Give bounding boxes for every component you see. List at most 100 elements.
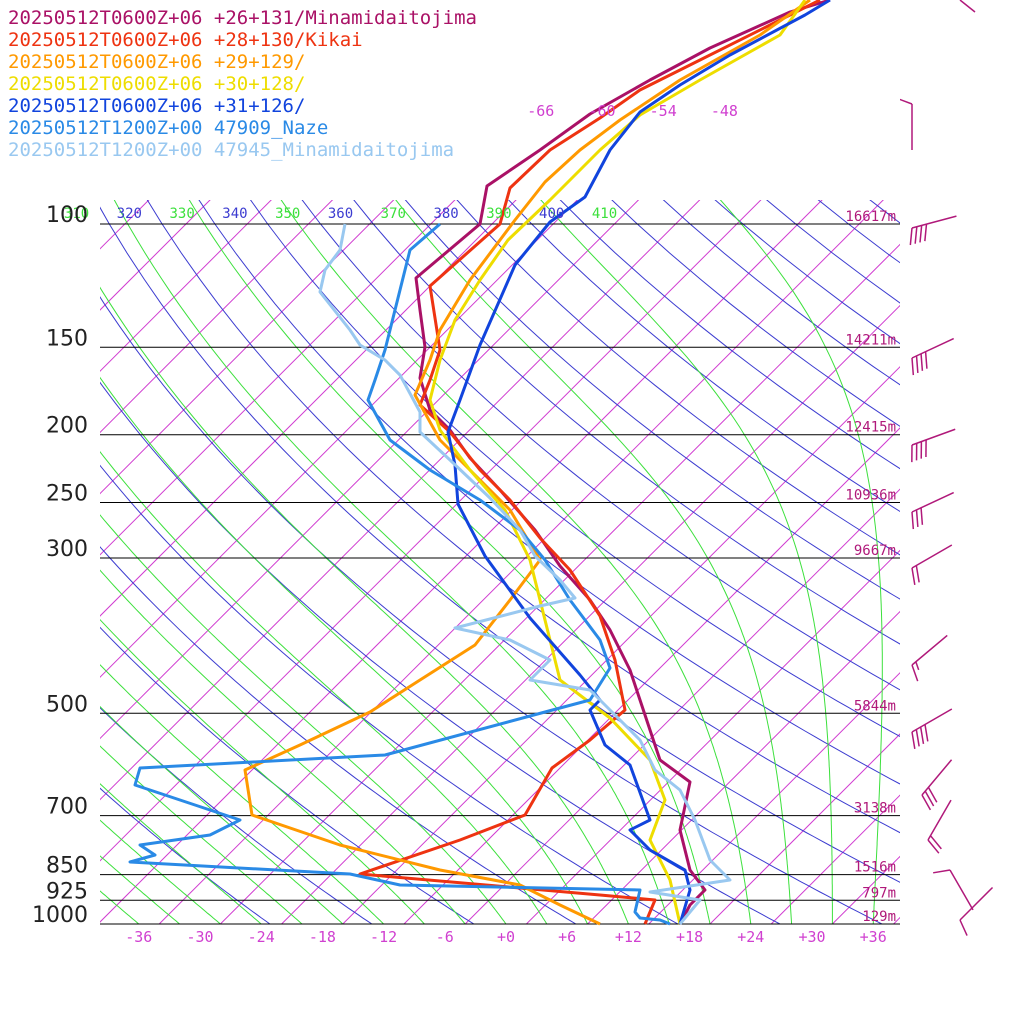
moist-adiabat [100, 855, 180, 924]
height-label: 1516m [854, 860, 896, 876]
temperature-tick-label: +30 [798, 928, 825, 946]
barb-flag [911, 664, 919, 682]
legend-entry: 20250512T1200Z+00 47945_Minamidaitojima [8, 139, 454, 161]
isotherm [100, 200, 150, 250]
pressure-label: 500 [46, 692, 88, 717]
barb-flag [924, 724, 929, 742]
isotherm [648, 672, 900, 924]
barb-flag [925, 439, 927, 457]
sounding-line [358, 0, 821, 925]
isotherm [526, 549, 900, 924]
isotherm [403, 427, 900, 924]
pressure-label: 200 [46, 414, 88, 439]
moist-adiabat-lines [100, 200, 883, 924]
isotherm [100, 200, 272, 372]
barb-flag [927, 839, 940, 854]
barb-flag [915, 509, 919, 527]
barb-flag [929, 835, 942, 850]
legend-entry: 20250512T0600Z+06 +29+129/ [8, 51, 305, 73]
isotherm [893, 916, 900, 924]
barb-flag [915, 355, 919, 373]
temperature-tick-label: +36 [860, 928, 887, 946]
temperature-tick-label: -18 [309, 928, 336, 946]
isotherm [587, 610, 900, 924]
isotherm [770, 794, 900, 924]
dry-adiabat [146, 200, 900, 834]
moist-adiabat [100, 819, 221, 924]
temperature-tick-label: -6 [436, 928, 454, 946]
moist-adiabat [100, 450, 548, 924]
isotherm [0, 156, 9, 924]
moist-adiabat [395, 200, 793, 924]
moist-adiabat [100, 745, 303, 924]
dry-adiabat [507, 200, 900, 513]
dry-adiabat [100, 464, 679, 924]
height-label: 797m [862, 885, 896, 901]
barb-staff [911, 634, 948, 666]
barb-staff [959, 886, 994, 921]
temperature-tick-label: -12 [370, 928, 397, 946]
height-label: 129m [862, 909, 896, 925]
upper-temperature-label: -54 [650, 102, 677, 120]
isotherm [100, 200, 701, 801]
isotherm [220, 243, 900, 924]
wind-barb [911, 544, 953, 585]
theta-labels: 310 320 330 340 350 360 370 380 390 400 410 [64, 206, 617, 222]
barb-flag [921, 794, 932, 811]
theta-label: 320 [117, 206, 142, 222]
temperature-tick-label: +24 [737, 928, 764, 946]
moist-adiabat [280, 200, 752, 924]
pressure-label: 850 [46, 854, 88, 879]
theta-label: 410 [592, 206, 617, 222]
moist-adiabat [719, 200, 883, 924]
wind-barb [911, 491, 955, 530]
isotherm [709, 733, 900, 924]
sounding-line [414, 0, 831, 925]
height-label: 16617m [845, 209, 896, 225]
sounding-line [318, 223, 732, 925]
dry-adiabat [249, 200, 900, 738]
isotherm [1016, 156, 1024, 924]
moist-adiabat [100, 286, 629, 924]
height-label: 10936m [845, 488, 896, 504]
barb-flag [959, 919, 968, 936]
dry-adiabat [353, 200, 900, 645]
legend-entry: 20250512T0600Z+06 +28+130/Kikai [8, 29, 363, 51]
dry-adiabat [301, 200, 900, 691]
isobar-lines [100, 223, 900, 925]
barb-flag [915, 565, 920, 583]
isotherm [281, 304, 900, 924]
moist-adiabat [100, 705, 344, 924]
temperature-labels: -36 -30 -24 -18 -12 -6 +0 +6 +12 +18 +24 +30 +36 [125, 928, 886, 946]
dry-adiabat [456, 200, 900, 556]
wind-barb [909, 215, 957, 246]
dry-adiabat [100, 546, 577, 924]
barb-flag [924, 351, 928, 369]
barb-staff [927, 799, 952, 841]
isotherm [100, 200, 211, 311]
barb-flag [914, 226, 918, 244]
isotherm [100, 200, 395, 495]
barb-flag [933, 869, 951, 874]
barb-flag [915, 729, 920, 747]
temperature-tick-label: +6 [558, 928, 576, 946]
height-label: 3138m [854, 801, 896, 817]
barb-staff [949, 869, 974, 911]
wind-barb [911, 428, 956, 463]
legend-entry: 20250512T0600Z+06 +30+128/ [8, 73, 305, 95]
height-labels: 16617m 14211m 12415m 10936m 9667m 5844m 3138m 1… [845, 209, 896, 925]
barb-staff [911, 544, 953, 569]
dry-adiabat [100, 381, 781, 924]
barb-flag [919, 225, 923, 243]
dry-adiabat [100, 206, 900, 883]
height-label: 9667m [854, 543, 896, 559]
moist-adiabat [188, 200, 711, 924]
barb-staff [959, 0, 976, 13]
pressure-label: 100 [46, 203, 88, 228]
dry-adiabat [100, 296, 883, 924]
temperature-tick-label: -30 [186, 928, 213, 946]
barb-flag [909, 227, 913, 246]
upper-temperature-label: -60 [588, 102, 615, 120]
barb-flag [900, 97, 913, 105]
upper-temperature-label: -48 [711, 102, 738, 120]
